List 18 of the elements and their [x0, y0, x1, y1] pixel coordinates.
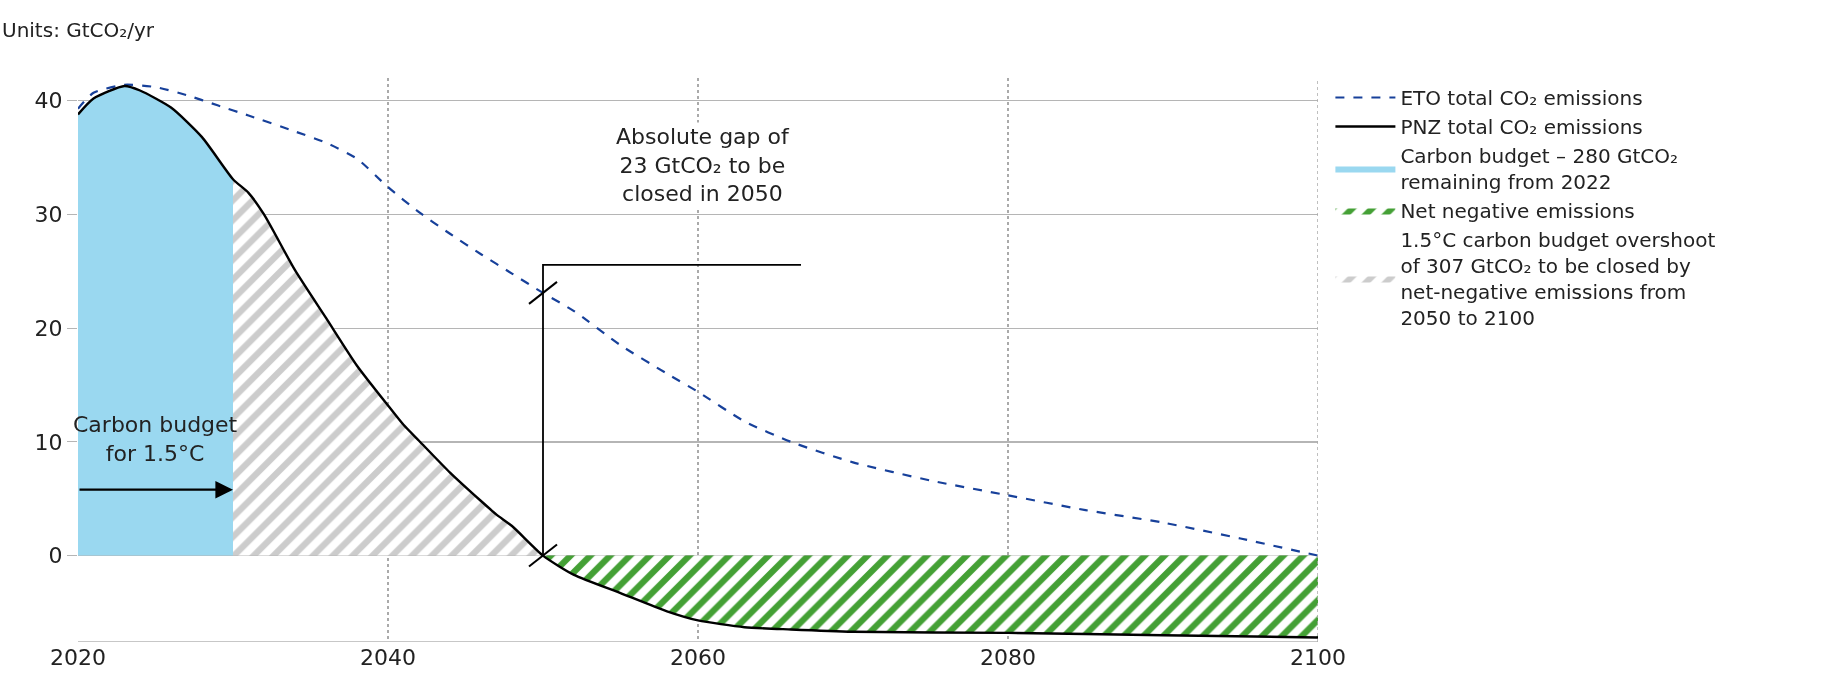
- y-tick-label: 20: [34, 315, 63, 341]
- y-axis-title: Units: GtCO₂/yr: [2, 18, 155, 42]
- x-tick-label: 2020: [50, 645, 106, 670]
- x-tick-label: 2060: [670, 645, 726, 670]
- legend-label: Net negative emissions: [1400, 199, 1635, 224]
- annotation: Carbon budget for 1.5°C: [73, 412, 238, 466]
- legend-label: Carbon budget – 280 GtCO₂ remaining from 2022: [1400, 144, 1679, 195]
- y-tick-label: 40: [34, 88, 63, 114]
- y-tick-label: 10: [34, 429, 63, 455]
- y-tick-label: 30: [34, 202, 63, 228]
- legend-label: ETO total CO₂ emissions: [1400, 86, 1643, 111]
- x-tick-label: 2080: [980, 645, 1036, 670]
- y-tick-label: 0: [48, 543, 63, 569]
- annotation: Absolute gap of 23 GtCO₂ to be closed in 2050: [616, 124, 791, 207]
- legend-label: 1.5°C carbon budget overshoot of 307 GtCO₂ to be closed by net-negative emissions from 2050 to 2100: [1400, 228, 1716, 331]
- x-tick-label: 2100: [1290, 645, 1346, 670]
- x-tick-label: 2040: [360, 645, 416, 670]
- legend-label: PNZ total CO₂ emissions: [1400, 115, 1643, 140]
